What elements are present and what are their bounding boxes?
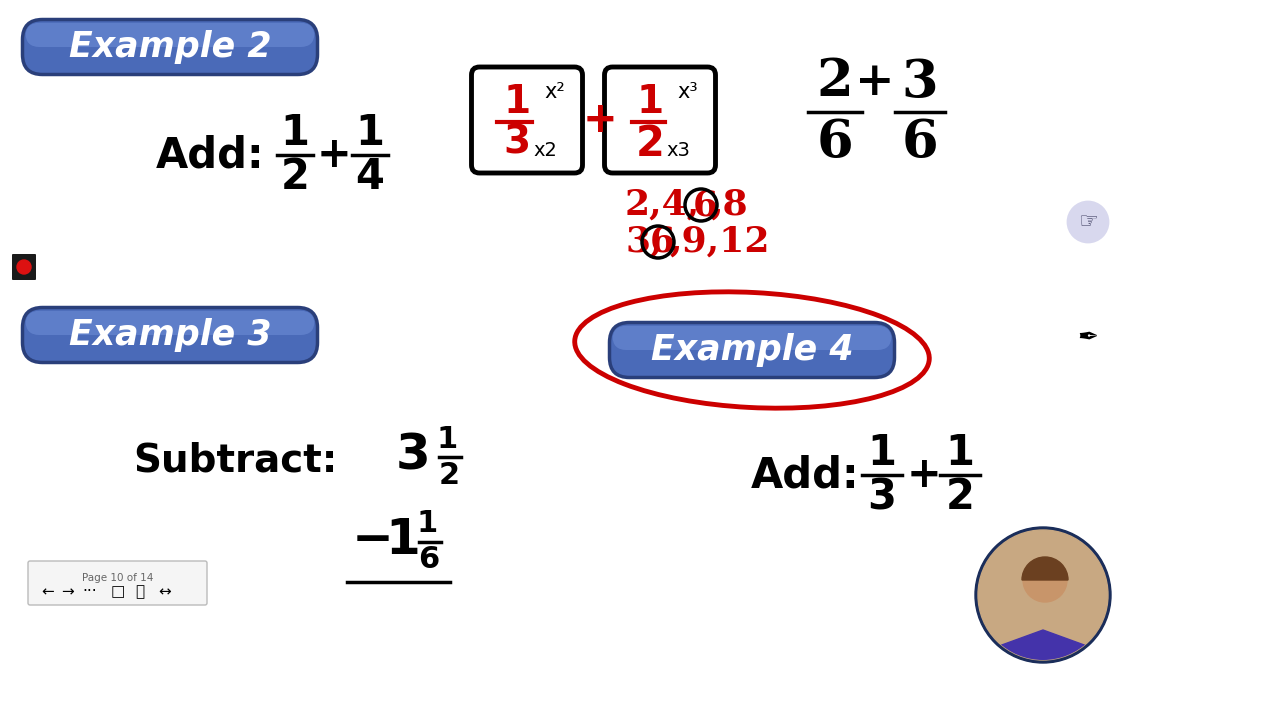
Text: 6: 6 <box>817 117 854 168</box>
Text: 4: 4 <box>356 156 384 198</box>
Text: 3,: 3, <box>625 225 663 259</box>
Text: Example 2: Example 2 <box>69 30 271 64</box>
FancyBboxPatch shape <box>26 23 315 47</box>
FancyBboxPatch shape <box>609 323 895 377</box>
Text: x2: x2 <box>532 140 557 160</box>
Text: 2: 2 <box>946 476 974 518</box>
Text: ,8: ,8 <box>710 188 749 222</box>
Wedge shape <box>1021 557 1068 580</box>
Wedge shape <box>964 630 1123 714</box>
Text: 2: 2 <box>280 156 310 198</box>
Circle shape <box>975 527 1111 663</box>
Text: 1: 1 <box>868 432 896 474</box>
Text: Example 3: Example 3 <box>69 318 271 352</box>
Text: x²: x² <box>544 82 566 102</box>
FancyBboxPatch shape <box>471 67 582 173</box>
Circle shape <box>1023 558 1068 602</box>
Text: ✒: ✒ <box>1078 326 1098 350</box>
Text: x³: x³ <box>677 82 699 102</box>
Text: 6: 6 <box>650 225 675 259</box>
Text: ⤢: ⤢ <box>136 585 145 599</box>
Text: 6: 6 <box>901 117 938 168</box>
Text: Example 4: Example 4 <box>650 333 854 367</box>
Text: ☞: ☞ <box>1078 212 1098 232</box>
Text: −: − <box>352 516 394 564</box>
Text: 2: 2 <box>817 56 854 107</box>
Text: +: + <box>906 454 941 496</box>
Text: 1: 1 <box>946 432 974 474</box>
Text: +: + <box>855 59 895 105</box>
Text: ↔: ↔ <box>159 585 172 599</box>
Text: 3: 3 <box>901 56 938 107</box>
Text: Add:: Add: <box>750 454 859 496</box>
Text: ←: ← <box>42 585 54 599</box>
FancyBboxPatch shape <box>12 254 36 280</box>
FancyBboxPatch shape <box>28 561 207 605</box>
Circle shape <box>978 530 1108 660</box>
Text: 1: 1 <box>416 510 438 539</box>
Text: +: + <box>582 99 617 141</box>
FancyBboxPatch shape <box>23 307 317 362</box>
Text: Add:: Add: <box>156 134 264 176</box>
Text: 6: 6 <box>419 546 439 575</box>
Text: 3: 3 <box>503 123 531 161</box>
Circle shape <box>1068 202 1108 242</box>
Text: 1: 1 <box>436 425 458 454</box>
FancyBboxPatch shape <box>613 325 891 350</box>
Text: Page 10 of 14: Page 10 of 14 <box>82 573 154 583</box>
FancyBboxPatch shape <box>26 311 315 335</box>
FancyBboxPatch shape <box>604 67 716 173</box>
Text: +: + <box>316 134 352 176</box>
Text: ,9,12: ,9,12 <box>669 225 771 259</box>
Text: 2,4,: 2,4, <box>625 188 700 222</box>
FancyBboxPatch shape <box>23 19 317 74</box>
Text: 1: 1 <box>356 112 384 154</box>
Text: Subtract:: Subtract: <box>133 441 337 479</box>
Text: x3: x3 <box>666 140 690 160</box>
Text: →: → <box>61 585 74 599</box>
Text: 1: 1 <box>503 83 531 121</box>
Text: 2: 2 <box>439 461 460 490</box>
Text: 1: 1 <box>636 83 663 121</box>
Text: 1: 1 <box>280 112 310 154</box>
Text: 2: 2 <box>636 123 664 165</box>
Text: 3: 3 <box>396 431 430 479</box>
Circle shape <box>17 260 31 274</box>
Text: 1: 1 <box>385 516 420 564</box>
Text: ···: ··· <box>83 585 97 599</box>
Text: 6: 6 <box>692 188 718 222</box>
Text: □: □ <box>111 585 125 599</box>
Text: 3: 3 <box>868 476 896 518</box>
